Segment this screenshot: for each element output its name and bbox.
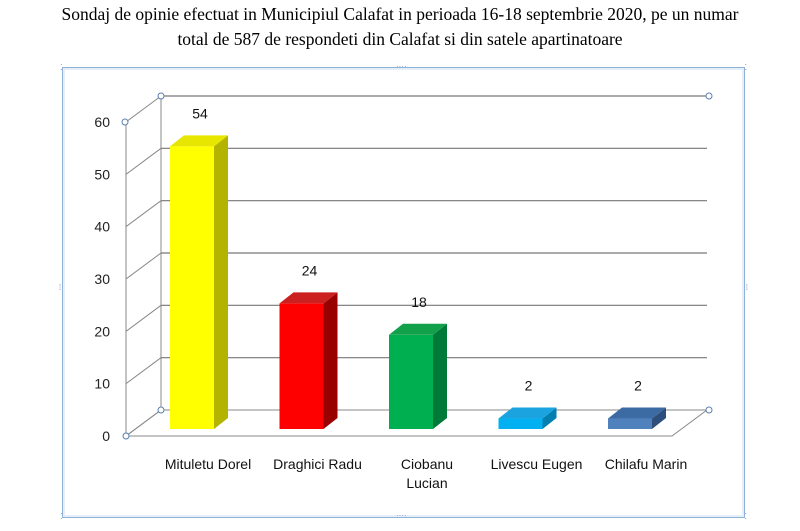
gridline-side (125, 409, 162, 437)
bar-top (498, 407, 557, 419)
bar (498, 418, 543, 429)
plot-handle-icon (157, 406, 165, 414)
data-label: 24 (302, 262, 318, 278)
bar (608, 418, 652, 429)
resize-handle-left-icon[interactable]: ⁞ (59, 283, 62, 292)
resize-handle-bottom-icon[interactable]: ···· (396, 511, 407, 520)
gridline-side (125, 357, 162, 385)
gridline-side (125, 304, 162, 332)
gridline-side (125, 95, 162, 123)
resize-handle-bottom-right-icon[interactable]: ⁚ (744, 512, 747, 521)
x-tick-label: Ciobanu (401, 456, 453, 472)
bar-side (652, 407, 666, 429)
data-label: 54 (192, 105, 208, 121)
bar-side (214, 135, 228, 429)
y-tick-label: 0 (102, 428, 110, 444)
bar (170, 146, 214, 429)
bar-top (389, 323, 447, 335)
data-label: 18 (411, 294, 427, 310)
resize-handle-top-right-icon[interactable]: ⁚ (744, 63, 747, 72)
data-label: 2 (634, 378, 642, 394)
gridline-side (125, 147, 162, 175)
resize-handle-bottom-left-icon[interactable]: ⁚ (60, 512, 63, 521)
bar-top (170, 135, 228, 147)
bar-top (608, 407, 666, 419)
bar (279, 303, 324, 429)
data-label: 2 (525, 378, 533, 394)
bar-side (433, 323, 447, 429)
y-tick-label: 60 (94, 114, 110, 130)
plot-handle-icon (121, 118, 129, 126)
bar-side (323, 292, 338, 429)
resize-handle-top-left-icon[interactable]: ⁚ (60, 63, 63, 72)
x-tick-label: Mituletu Dorel (165, 456, 251, 472)
y-tick-label: 40 (94, 219, 110, 235)
bar-top (279, 292, 338, 304)
resize-handle-right-icon[interactable]: ⁞ (745, 283, 748, 292)
y-tick-label: 20 (94, 323, 110, 339)
y-tick-label: 50 (94, 166, 110, 182)
x-tick-label: Draghici Radu (273, 456, 362, 472)
y-tick-label: 30 (94, 271, 110, 287)
resize-handle-top-icon[interactable]: ···· (396, 62, 407, 71)
chart-title: Sondaj de opinie efectuat in Municipiul … (0, 2, 800, 52)
x-tick-label: Chilafu Marin (605, 456, 687, 472)
chart-frame[interactable]: ⁚ ···· ⁚ ⁞ ⁞ ⁚ ···· ⁚ (59, 63, 748, 521)
y-tick-label: 10 (94, 376, 110, 392)
bar (389, 334, 433, 429)
plot-handle-icon (122, 432, 130, 440)
plot-handle-icon (705, 92, 713, 100)
x-tick-label: Livescu Eugen (491, 456, 583, 472)
bar-side (542, 407, 557, 429)
x-tick-label: Lucian (406, 475, 447, 491)
plot-handle-icon (705, 406, 713, 414)
gridline-side (125, 252, 162, 280)
plot-handle-icon (157, 92, 165, 100)
chart-title-line-1: Sondaj de opinie efectuat in Municipiul … (61, 4, 739, 24)
gridline-side (125, 200, 162, 228)
chart-title-line-2: total de 587 de respondeti din Calafat s… (177, 29, 623, 49)
